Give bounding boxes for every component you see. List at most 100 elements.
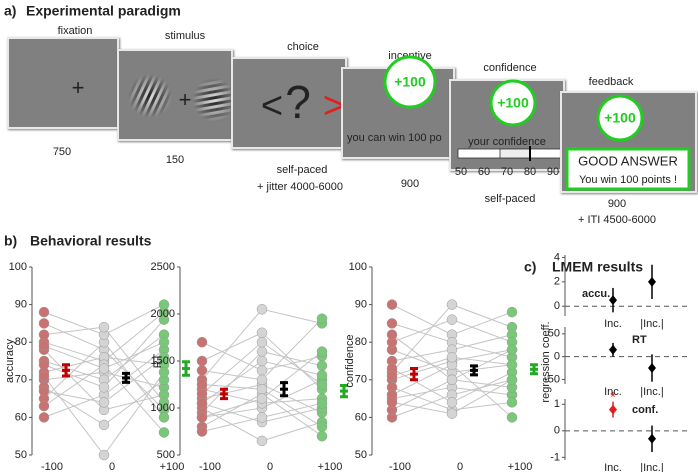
x-tick-label: Inc. — [604, 318, 622, 330]
timing: 750 — [53, 146, 71, 158]
feedback-message: You win 100 points ! — [579, 174, 677, 186]
y-tick-label: 0 — [554, 425, 560, 437]
subject-point — [256, 383, 268, 395]
y-tick-label: 70 — [15, 374, 27, 386]
panel-title: LMEM results — [552, 259, 643, 275]
subject-point — [38, 412, 50, 423]
subject-point — [316, 369, 328, 381]
subject-point — [38, 400, 50, 412]
subject-point — [158, 351, 170, 363]
screen-feedback: feedback +100 GOOD ANSWER You win 100 po… — [560, 76, 697, 226]
subject-point — [196, 388, 208, 400]
subject-point — [256, 346, 268, 357]
timing: + jitter 4000-6000 — [257, 181, 343, 193]
subject-point — [316, 421, 328, 433]
subject-point — [446, 374, 458, 386]
screen-name: confidence — [483, 62, 536, 74]
subject-point — [386, 329, 398, 340]
subject-point — [98, 321, 110, 333]
screen-fixation: fixation + 750 — [7, 25, 119, 158]
scale-label: 50 — [455, 166, 467, 178]
y-tick-label: 100 — [9, 261, 27, 273]
y-tick-label: 2 — [554, 276, 560, 288]
subject-point — [316, 398, 328, 409]
fixation-cross: + — [72, 75, 85, 100]
screen-name: fixation — [58, 25, 93, 37]
y-tick-label: 0 — [554, 351, 560, 363]
subject-point — [316, 346, 328, 357]
y-tick-label: 2500 — [151, 261, 175, 273]
x-tick-label: -100 — [41, 461, 63, 472]
confidence-prompt: your confidence — [468, 136, 546, 148]
scale-label: 70 — [501, 166, 513, 178]
y-axis-label: accuracy — [4, 338, 16, 383]
subject-point — [38, 370, 50, 382]
y-tick-label: 80 — [15, 336, 27, 348]
y-tick-label: 80 — [355, 336, 367, 348]
y-tick-label: 60 — [15, 411, 27, 423]
scale-label: 90 — [547, 166, 559, 178]
timing: + ITI 4500-6000 — [578, 214, 656, 226]
x-tick-label: |Inc.| — [640, 318, 663, 330]
x-tick-label: |Inc.| — [640, 386, 663, 398]
screen-choice: choice < ? > self-paced + jitter 4000-60… — [231, 41, 347, 193]
fixation-cross: + — [179, 87, 192, 112]
scale-label: 80 — [524, 166, 536, 178]
subject-point — [158, 412, 170, 423]
subject-point — [506, 412, 518, 423]
y-tick-label: 90 — [355, 299, 367, 311]
subject-point — [196, 379, 208, 390]
chart-label: accu. — [582, 288, 610, 300]
panel-label: c) — [524, 259, 536, 275]
subject-point — [446, 351, 458, 363]
y-tick-label: 4 — [554, 251, 560, 263]
timing: self-paced — [277, 164, 328, 176]
panel-title: Experimental paradigm — [26, 3, 181, 19]
timing: 150 — [166, 154, 184, 166]
point — [609, 295, 617, 306]
y-tick-label: -50 — [544, 373, 560, 385]
subject-point — [256, 435, 268, 447]
incentive-value: +100 — [394, 74, 426, 90]
y-tick-label: 1 — [554, 398, 560, 410]
incentive-message: you can win 100 po — [347, 132, 442, 144]
subject-point — [256, 365, 268, 376]
y-tick-label: 50 — [15, 449, 27, 461]
subject-point — [98, 397, 110, 408]
subject-point — [256, 327, 268, 339]
subject-point — [446, 299, 458, 310]
subject-point — [158, 427, 170, 438]
subject-point — [158, 314, 170, 325]
subject-point — [506, 359, 518, 371]
y-tick-label: 0 — [554, 300, 560, 312]
y-tick-label: 90 — [15, 299, 27, 311]
y-tick-label: 1500 — [151, 355, 175, 367]
x-tick-label: 0 — [267, 461, 273, 472]
subject-point — [316, 313, 328, 324]
scale-label: 60 — [478, 166, 490, 178]
y-axis-label: confidence — [344, 334, 356, 387]
subject-point — [316, 430, 328, 442]
choice-question: ? — [285, 76, 311, 128]
y-tick-label: 70 — [355, 374, 367, 386]
y-tick-label: 50 — [355, 449, 367, 461]
feedback-title: GOOD ANSWER — [578, 153, 678, 168]
y-tick-label: 1000 — [151, 402, 175, 414]
subject-point — [256, 355, 268, 367]
x-tick-label: Inc. — [604, 386, 622, 398]
point — [609, 404, 617, 415]
timing: 900 — [608, 198, 626, 210]
panel-label: a) — [4, 3, 16, 19]
subject-point — [98, 419, 110, 431]
subject-point — [196, 365, 208, 376]
subject-point — [196, 355, 208, 367]
subject-point — [256, 393, 268, 404]
subject-point — [98, 449, 110, 461]
timing: 900 — [401, 178, 419, 190]
screen-name: stimulus — [165, 30, 206, 42]
y-axis-label: RT — [152, 353, 164, 368]
subject-point — [506, 344, 518, 355]
chart-label: RT — [632, 334, 647, 346]
y-tick-label: -1 — [550, 451, 560, 463]
